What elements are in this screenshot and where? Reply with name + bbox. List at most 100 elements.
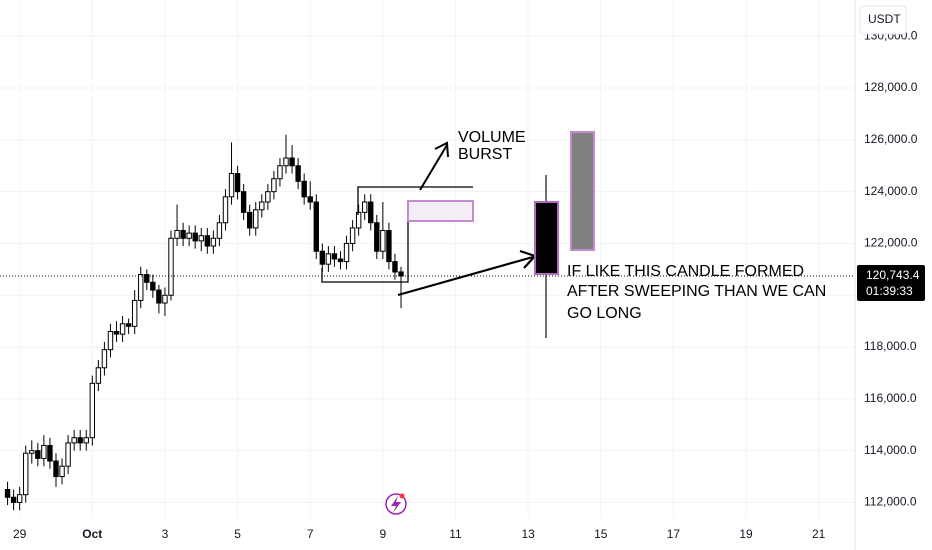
arrow-line <box>419 144 448 191</box>
candle-body <box>337 258 344 263</box>
candle-body <box>101 349 108 369</box>
candle-body <box>319 250 326 265</box>
note: BURST <box>458 146 512 163</box>
candle-body <box>240 191 247 213</box>
candle-body <box>53 460 59 478</box>
candle-body <box>271 178 277 193</box>
candle-body <box>192 232 198 242</box>
y-tick-label: 118,000.0 <box>864 339 917 353</box>
candle-body <box>174 230 180 239</box>
candle-body <box>325 253 332 265</box>
candle-body <box>65 442 71 467</box>
lower-bracket <box>321 203 409 283</box>
lightning-icon <box>385 493 407 515</box>
candle-body <box>77 437 83 444</box>
candle-body <box>301 180 307 198</box>
y-tick-label: 114,000.0 <box>864 443 917 457</box>
candle-body <box>59 465 65 478</box>
candle-body <box>156 289 162 304</box>
x-tick-label: 9 <box>380 527 387 541</box>
candle-body <box>289 157 295 167</box>
x-tick-label: 21 <box>812 527 826 541</box>
candle-body <box>331 253 338 260</box>
candle-body <box>95 367 102 384</box>
candle-body <box>283 157 289 167</box>
x-tick-label: 5 <box>234 527 241 541</box>
note: GO LONG <box>567 305 642 322</box>
y-tick-label: 116,000.0 <box>864 391 917 405</box>
y-tick-label: 124,000.0 <box>864 184 918 198</box>
candle-body <box>162 294 168 304</box>
candle-body <box>71 437 77 444</box>
candle-body <box>210 237 217 247</box>
candle-body <box>307 196 313 203</box>
candles <box>4 134 404 511</box>
countdown: 01:39:33 <box>866 284 913 298</box>
drawings <box>321 131 595 338</box>
candle-body <box>277 165 283 180</box>
upper-bracket <box>357 186 473 215</box>
candle-body <box>198 235 204 242</box>
candle-body <box>368 201 374 224</box>
candle-body <box>4 489 11 498</box>
candle-body <box>253 209 259 229</box>
grid <box>0 0 855 518</box>
candle-body <box>41 444 47 459</box>
candle-body <box>150 281 156 291</box>
x-tick-label: 15 <box>594 527 608 541</box>
sketch-box <box>570 131 595 251</box>
x-tick-label: 3 <box>162 527 169 541</box>
price-tag <box>857 265 925 302</box>
candle-body <box>374 222 380 252</box>
y-tick-label: 112,000.0 <box>864 495 917 509</box>
x-tick-label: 19 <box>739 527 753 541</box>
currency: USDT <box>868 12 901 26</box>
candle-body <box>113 331 120 335</box>
candle-body <box>386 230 392 263</box>
candle-body <box>216 222 223 239</box>
candle-body <box>380 230 386 252</box>
x-tick-label: 11 <box>449 527 462 541</box>
candle-body <box>349 227 356 244</box>
candle-body <box>180 230 186 239</box>
candle-body <box>361 201 368 213</box>
candle-body <box>23 452 29 496</box>
note: VOLUME <box>458 129 526 146</box>
candle-body <box>295 165 301 182</box>
candle-body <box>392 261 398 273</box>
candle-body <box>259 201 265 211</box>
price-label: 120,743.4 <box>866 268 920 282</box>
candle-body <box>186 232 192 239</box>
y-tick-label: 122,000.0 <box>864 236 918 250</box>
x-tick-label: 17 <box>667 527 681 541</box>
candle-body <box>16 494 23 503</box>
note: IF LIKE THIS CANDLE FORMED <box>567 263 804 280</box>
candle-body <box>83 437 89 444</box>
y-tick-label: 128,000.0 <box>864 80 918 94</box>
candle-body <box>119 323 126 335</box>
zone-box <box>407 200 474 222</box>
candle-body <box>10 496 17 503</box>
arrow-head <box>434 141 449 158</box>
y-tick-label: 126,000.0 <box>864 132 918 146</box>
note: AFTER SWEEPING THAN WE CAN <box>567 283 826 300</box>
sketch-candle <box>534 201 559 275</box>
candle-body <box>131 299 138 327</box>
candle-body <box>168 237 174 296</box>
candle-body <box>246 211 253 229</box>
candle-body <box>228 173 235 198</box>
candle-body <box>204 235 211 247</box>
x-tick-label: Oct <box>82 527 102 541</box>
candle-body <box>265 191 271 203</box>
x-tick-label: 29 <box>13 527 27 541</box>
candle-body <box>125 323 132 327</box>
candle-body <box>89 382 96 439</box>
candle-body <box>234 173 241 193</box>
candle-body <box>222 196 229 224</box>
currency-box <box>859 5 907 35</box>
candle-body <box>47 444 53 462</box>
candle-body <box>107 331 114 351</box>
x-tick-label: 13 <box>521 527 535 541</box>
candle-body <box>29 450 35 454</box>
